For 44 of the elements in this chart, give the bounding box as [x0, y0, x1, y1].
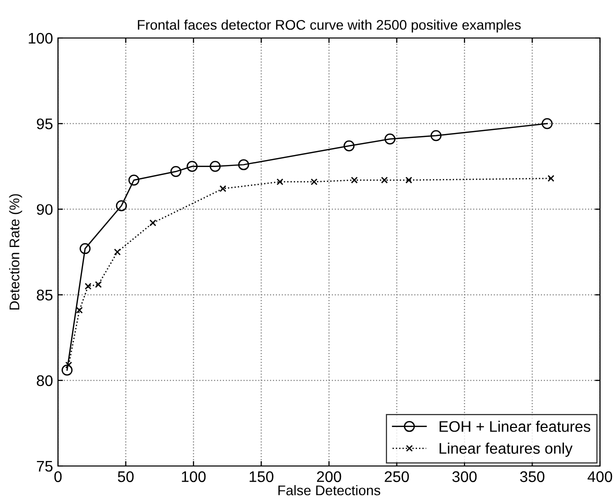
- point: [548, 174, 554, 182]
- point: [220, 185, 226, 192]
- x-tick-label: 0: [54, 471, 62, 482]
- chart-title: Frontal faces detector ROC curve with 2500 positive examples: [138, 20, 521, 33]
- point: [62, 364, 73, 376]
- x-axis-title: False Detections: [278, 485, 380, 496]
- point: [116, 200, 127, 212]
- y-tick-label: 90: [36, 204, 53, 215]
- y-tick-label: 95: [36, 118, 52, 130]
- x-tick-label: 200: [317, 471, 342, 482]
- y-tick-label: 100: [28, 32, 53, 44]
- point: [238, 159, 250, 170]
- point: [170, 166, 182, 178]
- y-axis-title: Detection Rate (%): [9, 194, 22, 310]
- y-tick-label: 85: [36, 290, 52, 300]
- x-tick-label: 300: [452, 471, 477, 482]
- x-tick-label: 350: [520, 471, 544, 482]
- x-tick-label: 250: [384, 471, 409, 482]
- x-tick-label: 400: [588, 471, 612, 482]
- point: [310, 178, 318, 186]
- x-tick-label: 100: [182, 471, 206, 482]
- point: [114, 248, 121, 256]
- point: [344, 140, 355, 152]
- point: [76, 306, 83, 314]
- point: [542, 118, 553, 130]
- point: [276, 178, 284, 186]
- legend-label: EOH + Linear features: [440, 420, 590, 432]
- x-tick-label: 50: [118, 471, 134, 482]
- point: [405, 176, 412, 184]
- y-tick-label: 80: [36, 375, 53, 386]
- point: [381, 176, 388, 184]
- point: [384, 134, 396, 144]
- point: [94, 281, 102, 288]
- point: [80, 243, 91, 254]
- point: [210, 160, 221, 172]
- x-tick-label: 150: [250, 471, 274, 482]
- y-tick-label: 75: [36, 461, 52, 472]
- point: [149, 219, 156, 226]
- legend-label: Linear features only: [440, 442, 573, 457]
- point: [430, 130, 442, 142]
- point: [84, 282, 92, 290]
- point: [350, 176, 358, 184]
- point: [186, 160, 198, 172]
- point: [128, 174, 140, 186]
